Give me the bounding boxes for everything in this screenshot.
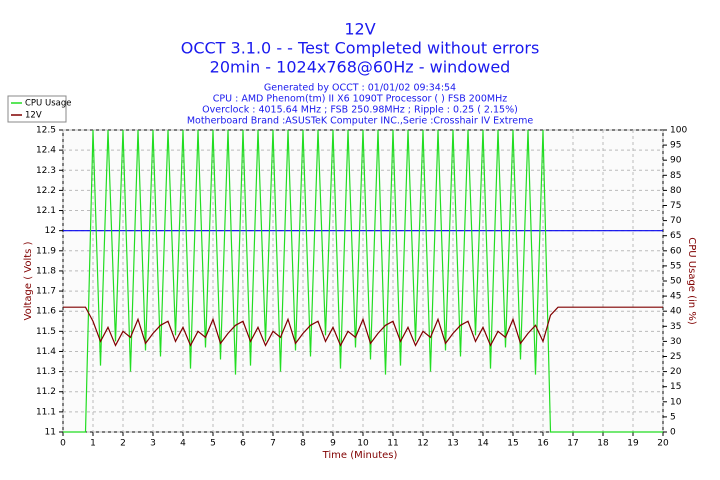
y2-tick-label: 10 xyxy=(670,397,682,407)
y-tick-label: 12.2 xyxy=(36,186,56,196)
y-tick-label: 11.7 xyxy=(36,287,56,297)
x-tick-label: 11 xyxy=(387,439,398,449)
y2-tick-label: 60 xyxy=(670,246,682,256)
x-tick-label: 12 xyxy=(417,439,428,449)
y-tick-label: 12.4 xyxy=(36,146,56,156)
y-tick-label: 11.8 xyxy=(36,266,56,276)
x-tick-label: 10 xyxy=(357,439,369,449)
info-line: Generated by OCCT : 01/01/02 09:34:54 xyxy=(264,83,456,94)
x-tick-label: 19 xyxy=(627,439,639,449)
y2-tick-label: 40 xyxy=(670,307,682,317)
x-axis-label: Time (Minutes) xyxy=(322,450,398,461)
legend-label: CPU Usage xyxy=(25,99,71,109)
x-tick-label: 13 xyxy=(447,439,458,449)
y-tick-label: 11.4 xyxy=(36,347,56,357)
x-tick-label: 2 xyxy=(120,439,126,449)
y-tick-label: 11.1 xyxy=(36,407,56,417)
x-tick-label: 17 xyxy=(567,439,578,449)
y2-tick-label: 15 xyxy=(670,382,681,392)
y-tick-label: 12.5 xyxy=(36,126,56,136)
y2-tick-label: 45 xyxy=(670,292,681,302)
x-tick-label: 3 xyxy=(150,439,156,449)
series-line xyxy=(63,306,663,347)
x-tick-label: 4 xyxy=(180,439,186,449)
x-tick-label: 20 xyxy=(657,439,669,449)
y-tick-label: 11.6 xyxy=(36,307,56,317)
y-tick-label: 12 xyxy=(45,226,56,236)
x-tick-label: 18 xyxy=(597,439,609,449)
y-tick-label: 12.1 xyxy=(36,206,56,216)
x-tick-label: 1 xyxy=(90,439,96,449)
y2-tick-label: 90 xyxy=(670,156,682,166)
y2-axis-label: CPU Usage (in %) xyxy=(686,237,697,325)
x-tick-label: 5 xyxy=(210,439,216,449)
x-tick-label: 15 xyxy=(507,439,518,449)
y2-tick-label: 50 xyxy=(670,277,682,287)
y2-tick-label: 100 xyxy=(670,126,687,136)
legend-box xyxy=(7,95,67,123)
y2-tick-label: 55 xyxy=(670,261,681,271)
y2-tick-label: 30 xyxy=(670,337,682,347)
y-tick-label: 11 xyxy=(45,428,56,438)
y2-tick-label: 35 xyxy=(670,322,681,332)
y-axis-label: Voltage ( Volts ) xyxy=(23,241,34,320)
y2-tick-label: 95 xyxy=(670,141,681,151)
x-tick-label: 9 xyxy=(330,439,336,449)
chart-title: 12V xyxy=(344,20,375,39)
info-line: Overclock : 4015.64 MHz ; FSB 250.98MHz … xyxy=(202,105,518,116)
x-tick-label: 0 xyxy=(60,439,66,449)
y2-tick-label: 70 xyxy=(670,216,682,226)
y2-tick-label: 5 xyxy=(670,412,676,422)
y2-tick-label: 85 xyxy=(670,171,681,181)
y-tick-label: 11.2 xyxy=(36,387,56,397)
chart-title: OCCT 3.1.0 - - Test Completed without er… xyxy=(181,39,540,58)
y2-tick-label: 75 xyxy=(670,201,681,211)
info-line: Motherboard Brand :ASUSTeK Computer INC.… xyxy=(187,116,533,127)
series-line xyxy=(63,129,663,433)
y-tick-label: 11.3 xyxy=(36,367,56,377)
legend-label: 12V xyxy=(25,111,42,121)
y-tick-label: 11.5 xyxy=(36,327,56,337)
y2-tick-label: 0 xyxy=(670,428,676,438)
y-tick-label: 12.3 xyxy=(36,166,56,176)
y2-tick-label: 20 xyxy=(670,367,682,377)
x-tick-label: 16 xyxy=(537,439,549,449)
y2-tick-label: 80 xyxy=(670,186,682,196)
info-line: CPU : AMD Phenom(tm) II X6 1090T Process… xyxy=(213,94,507,105)
y2-tick-label: 25 xyxy=(670,352,681,362)
chart-title: 20min - 1024x768@60Hz - windowed xyxy=(210,58,511,77)
x-tick-label: 6 xyxy=(240,439,246,449)
y-tick-label: 11.9 xyxy=(36,246,56,256)
x-tick-label: 8 xyxy=(300,439,306,449)
x-tick-label: 14 xyxy=(477,439,489,449)
y2-tick-label: 65 xyxy=(670,231,681,241)
x-tick-label: 7 xyxy=(270,439,276,449)
